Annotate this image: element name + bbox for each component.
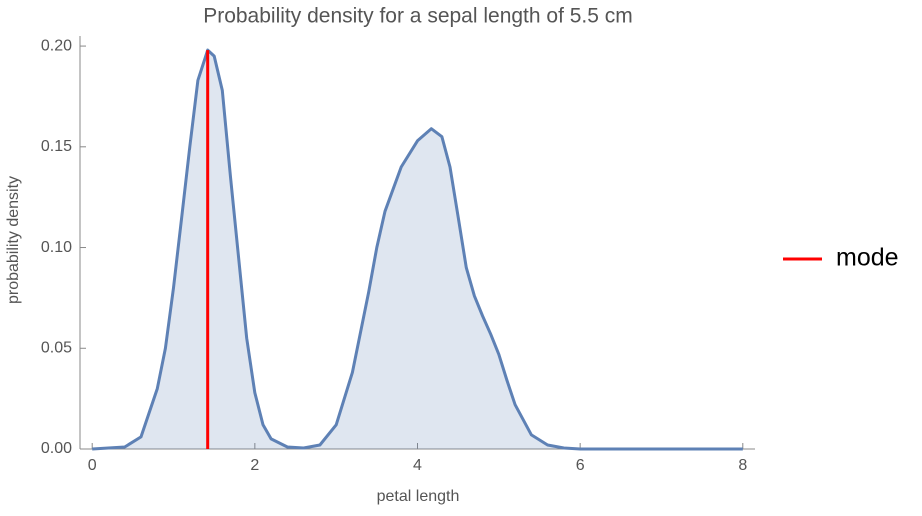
y-tick-label: 0.15 <box>41 138 72 155</box>
y-tick-label: 0.10 <box>41 239 72 256</box>
y-axis-label: probability density <box>5 176 22 304</box>
x-tick-label: 0 <box>88 457 97 474</box>
x-axis-label: petal length <box>377 488 460 505</box>
y-tick-label: 0.00 <box>41 440 72 457</box>
x-tick-label: 6 <box>576 457 585 474</box>
legend-label: mode <box>836 244 899 272</box>
y-tick-label: 0.20 <box>41 37 72 54</box>
x-tick-label: 8 <box>738 457 747 474</box>
area-fill <box>92 50 743 449</box>
chart-title: Probability density for a sepal length o… <box>203 5 633 28</box>
density-line <box>92 48 743 451</box>
x-tick-label: 2 <box>250 457 259 474</box>
x-tick-label: 4 <box>413 457 422 474</box>
y-tick-label: 0.05 <box>41 339 72 356</box>
